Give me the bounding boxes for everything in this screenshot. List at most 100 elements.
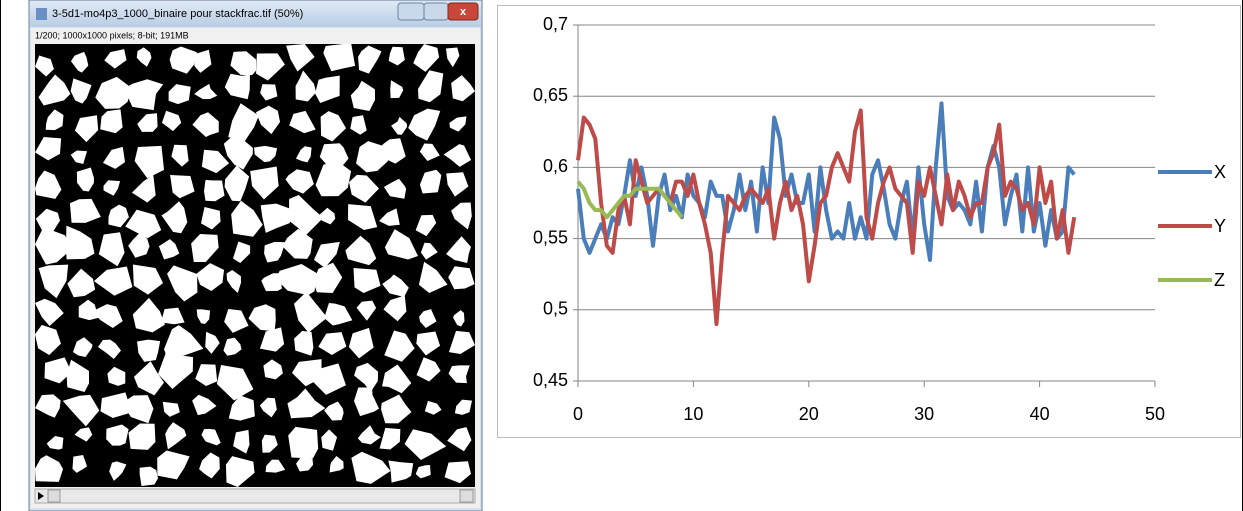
grain [161, 201, 188, 234]
grain [313, 363, 346, 395]
grain [70, 78, 92, 104]
maximize-button[interactable] [423, 2, 449, 21]
grain [205, 331, 220, 354]
grain [203, 179, 225, 202]
y-tick-label: 0,5 [543, 299, 568, 319]
play-button[interactable] [38, 492, 44, 500]
x-tick-label: 30 [914, 404, 934, 424]
grain [345, 235, 377, 266]
grain [35, 229, 74, 265]
x-tick-label: 20 [799, 404, 819, 424]
grain [167, 265, 198, 302]
grain [133, 361, 165, 396]
grain [289, 195, 324, 237]
grain [419, 143, 440, 162]
grain [445, 47, 460, 68]
grain [424, 400, 442, 415]
grain [287, 388, 326, 419]
grain [379, 208, 400, 226]
grain [350, 80, 376, 111]
grain [315, 75, 340, 104]
grain [230, 51, 257, 76]
grain [419, 309, 437, 328]
minimize-button[interactable] [397, 2, 425, 21]
scrollbar[interactable] [34, 488, 476, 504]
grain [256, 53, 285, 81]
grain [67, 268, 96, 298]
grain [449, 116, 467, 132]
grain [443, 144, 472, 167]
grain [35, 394, 61, 418]
grain [446, 236, 471, 264]
grain [194, 83, 218, 100]
grain [264, 241, 286, 263]
grain [170, 175, 195, 199]
grain [62, 394, 100, 427]
grain [417, 70, 444, 103]
grain [354, 387, 380, 417]
grain [349, 174, 379, 203]
grain [261, 434, 278, 453]
grain [320, 111, 347, 142]
grain [356, 300, 377, 321]
legend-label: Y [1214, 216, 1226, 236]
grain [169, 46, 197, 74]
grain [224, 73, 250, 100]
y-tick-label: 0,65 [533, 85, 568, 105]
grain [192, 394, 217, 416]
x-tick-label: 10 [683, 404, 703, 424]
grain [171, 144, 189, 167]
grain [388, 460, 414, 483]
chart: 0,45 0,5 0,55 0,6 0,65 0,7 0 10 20 30 40 50 X Y Z [533, 14, 1226, 424]
x-tick-label: 0 [573, 404, 583, 424]
grain [282, 228, 313, 259]
grain [228, 103, 259, 142]
close-button[interactable] [447, 2, 479, 21]
grain [388, 46, 405, 66]
grain [384, 330, 415, 362]
grain [454, 399, 473, 415]
grain [46, 435, 64, 450]
grain [408, 108, 441, 141]
grain [248, 304, 276, 332]
grain [93, 266, 133, 296]
grain [448, 266, 475, 290]
y-tick-label: 0,7 [543, 14, 568, 34]
grain [447, 427, 472, 452]
grain [35, 170, 62, 199]
grain [295, 146, 312, 163]
grain [35, 208, 60, 233]
grain [200, 206, 221, 230]
grain [109, 461, 127, 481]
grains [35, 44, 475, 487]
grain [195, 364, 218, 387]
grain [158, 239, 180, 260]
grain [103, 180, 121, 196]
grain [351, 451, 391, 484]
grain [132, 264, 164, 295]
grain [444, 461, 471, 484]
grain [45, 109, 64, 131]
x-tick-label: 40 [1030, 404, 1050, 424]
grain [35, 324, 61, 355]
grain [347, 204, 378, 231]
grain [100, 392, 132, 418]
grain [391, 116, 408, 135]
grain [255, 105, 280, 135]
grain [313, 241, 340, 268]
grain [324, 302, 353, 326]
grain [73, 337, 93, 357]
scroll-left[interactable] [47, 489, 61, 503]
grain [38, 264, 69, 299]
grain [128, 423, 156, 450]
y-tick-label: 0,6 [543, 156, 568, 176]
grain [358, 45, 382, 74]
grain [98, 232, 125, 267]
grain [196, 263, 225, 291]
scroll-right[interactable] [459, 489, 474, 503]
grain [294, 330, 314, 356]
grain [74, 427, 93, 442]
grain [416, 357, 441, 382]
grain [192, 112, 219, 137]
